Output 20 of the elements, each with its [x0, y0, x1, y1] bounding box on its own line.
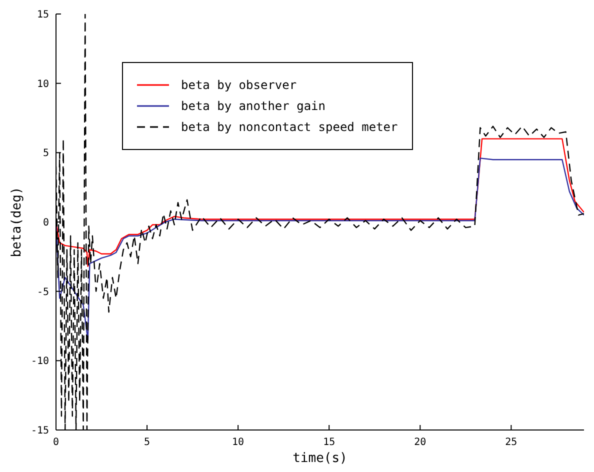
legend-label: beta by observer	[181, 78, 297, 92]
y-tick-label: -10	[30, 356, 49, 368]
y-axis-title: beta(deg)	[10, 186, 25, 258]
y-tick-label: -15	[30, 426, 49, 437]
x-tick-label: 15	[323, 437, 336, 448]
legend-label: beta by noncontact speed meter	[181, 120, 398, 134]
x-tick-label: 20	[414, 437, 426, 448]
x-tick-label: 5	[144, 437, 150, 448]
x-axis-title: time(s)	[292, 451, 348, 466]
line-series	[56, 14, 584, 430]
x-tick-label: 25	[505, 437, 518, 448]
x-tick-label: 0	[52, 437, 60, 448]
legend-label: beta by another gain	[181, 99, 326, 113]
y-tick-label: 15	[36, 10, 49, 21]
y-tick-label: 5	[42, 148, 49, 160]
line-series	[56, 138, 584, 267]
y-tick-label: -5	[36, 286, 49, 298]
y-tick-label: 0	[42, 218, 49, 229]
y-tick-label: 10	[36, 78, 49, 90]
x-tick-label: 10	[232, 437, 244, 448]
